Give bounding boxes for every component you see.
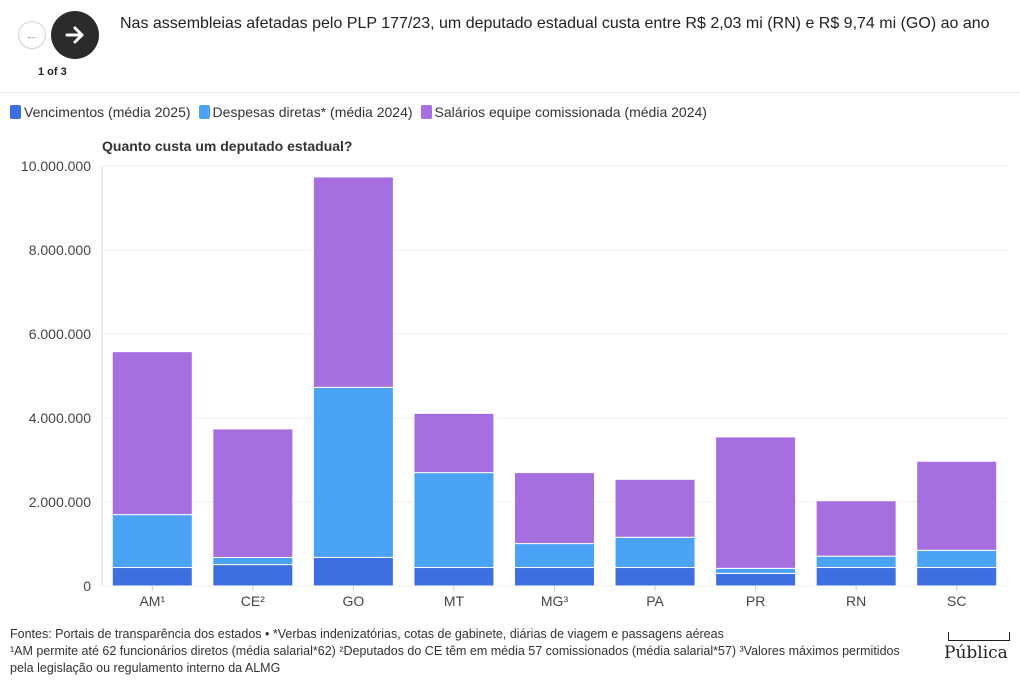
- bar-segment: [312, 556, 394, 587]
- legend-item-vencimentos[interactable]: Vencimentos (média 2025): [10, 104, 191, 120]
- bar-segment: [413, 567, 495, 587]
- bar-segment: [614, 478, 696, 538]
- footer-sources: Fontes: Portais de transparência dos est…: [10, 627, 724, 641]
- arrow-right-icon: [65, 26, 84, 44]
- bar-segment: [312, 386, 394, 558]
- bar-segment: [514, 567, 595, 587]
- y-tick-label: 0: [83, 578, 91, 594]
- bar-segment: [916, 549, 998, 569]
- bar-segment: [514, 472, 595, 545]
- bar-segment: [413, 472, 495, 569]
- legend-swatch: [10, 105, 21, 119]
- bar-segment: [514, 543, 595, 569]
- top-bar: ← 1 of 3 Nas assembleias afetadas pelo P…: [0, 0, 1020, 93]
- x-tick-label: PA: [646, 593, 664, 609]
- bar-segment: [413, 412, 495, 474]
- brand-mark: [948, 632, 1010, 641]
- page-indicator: 1 of 3: [38, 66, 67, 78]
- bar-segment: [111, 567, 193, 587]
- bar-segment: [916, 460, 998, 551]
- bar-segment: [815, 555, 897, 569]
- bar-segment: [715, 567, 797, 574]
- legend-label: Despesas diretas* (média 2024): [212, 104, 413, 120]
- x-tick-label: CE²: [241, 593, 265, 609]
- y-tick-label: 4.000.000: [29, 410, 91, 426]
- bar-segment: [715, 572, 797, 587]
- brand-logo: Pública: [944, 643, 1008, 663]
- legend-swatch: [420, 105, 432, 119]
- legend-item-despesas[interactable]: Despesas diretas* (média 2024): [198, 104, 413, 120]
- bar-segment: [212, 428, 294, 558]
- previous-button[interactable]: ←: [18, 21, 46, 49]
- bar-segment: [111, 514, 193, 569]
- bar-segment: [312, 176, 394, 388]
- footer-footnotes: ¹AM permite até 62 funcionários diretos …: [10, 644, 900, 675]
- bar-segment: [212, 564, 294, 587]
- x-tick-label: PR: [746, 593, 765, 609]
- arrow-left-icon: ←: [24, 26, 40, 44]
- bar-segment: [614, 536, 696, 569]
- x-tick-label: RN: [846, 593, 866, 609]
- footer-notes: Fontes: Portais de transparência dos est…: [10, 626, 920, 677]
- legend-label: Vencimentos (média 2025): [24, 104, 191, 120]
- stacked-bar-chart: 0 2.000.000 4.000.000 6.000.000 8.000.000 10.…: [21, 158, 1007, 609]
- y-tick-label: 8.000.000: [29, 242, 91, 258]
- y-tick-label: 10.000.000: [21, 158, 91, 174]
- headline: Nas assembleias afetadas pelo PLP 177/23…: [120, 15, 990, 32]
- bar-segment: [212, 556, 294, 566]
- bar-segment: [111, 351, 193, 516]
- bar-segment: [815, 500, 897, 557]
- bar-segment: [815, 567, 897, 587]
- next-button[interactable]: [51, 11, 99, 59]
- x-tick-label: AM¹: [139, 593, 165, 609]
- x-tick-label: MT: [444, 593, 465, 609]
- x-tick-label: SC: [947, 593, 966, 609]
- y-tick-label: 6.000.000: [29, 326, 91, 342]
- legend: Vencimentos (média 2025) Despesas direta…: [10, 104, 707, 120]
- y-tick-label: 2.000.000: [29, 494, 91, 510]
- x-tick-label: MG³: [541, 593, 569, 609]
- legend-label: Salários equipe comissionada (média 2024…: [434, 104, 707, 120]
- bar-segment: [916, 567, 998, 587]
- legend-swatch: [198, 105, 210, 119]
- bar-segment: [715, 436, 797, 569]
- chart-subtitle: Quanto custa um deputado estadual?: [102, 138, 353, 154]
- bar-segment: [614, 567, 696, 587]
- legend-item-salarios[interactable]: Salários equipe comissionada (média 2024…: [420, 104, 707, 120]
- x-tick-label: GO: [342, 593, 364, 609]
